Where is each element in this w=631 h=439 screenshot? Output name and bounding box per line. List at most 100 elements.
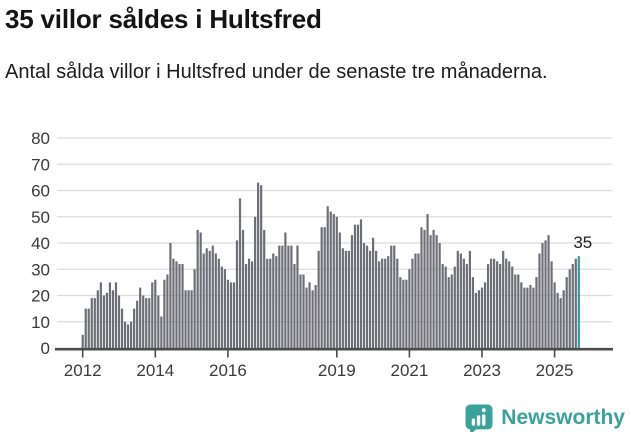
bar	[166, 274, 169, 348]
y-axis-label: 50	[31, 208, 50, 227]
x-axis-label: 2012	[64, 361, 102, 380]
bar	[387, 256, 390, 348]
bar	[314, 285, 317, 348]
bar	[562, 290, 565, 348]
bar	[471, 277, 475, 348]
bar	[529, 285, 532, 348]
bar	[151, 282, 154, 348]
bar	[99, 282, 102, 348]
bar	[347, 250, 350, 348]
bar	[538, 253, 541, 348]
bar	[477, 290, 481, 348]
y-axis-label: 0	[41, 339, 50, 358]
bar	[535, 277, 538, 348]
bar	[154, 279, 157, 348]
bar	[544, 240, 547, 348]
bar	[157, 295, 160, 348]
bar	[353, 224, 357, 348]
bar	[381, 258, 384, 348]
x-axis-label: 2023	[463, 361, 501, 380]
y-axis-label: 60	[31, 182, 50, 201]
bar	[547, 235, 550, 348]
bar	[302, 274, 305, 348]
bar	[81, 334, 84, 348]
bar	[486, 264, 490, 348]
bar	[102, 295, 105, 348]
bar	[123, 321, 127, 348]
bar	[550, 261, 553, 348]
bar	[145, 298, 148, 348]
bar	[235, 240, 239, 348]
bar	[133, 308, 136, 348]
x-axis-label: 2014	[136, 361, 174, 380]
bar	[178, 264, 181, 348]
x-axis-label: 2016	[209, 361, 247, 380]
bar	[423, 229, 426, 348]
bar	[296, 245, 299, 348]
bar	[435, 235, 438, 348]
bar	[499, 264, 502, 348]
bar	[432, 229, 435, 348]
bar	[247, 258, 251, 348]
bar	[202, 253, 205, 348]
bar	[390, 245, 393, 348]
bar	[450, 274, 453, 348]
bar	[187, 290, 190, 348]
bar	[532, 287, 535, 348]
bar	[142, 295, 145, 348]
bar	[126, 324, 130, 348]
bar	[108, 282, 112, 348]
bar	[517, 274, 520, 348]
bar	[453, 266, 456, 348]
bar	[505, 258, 508, 348]
y-axis-label: 20	[31, 287, 50, 306]
bar	[559, 298, 562, 348]
bar	[329, 211, 332, 348]
bar	[465, 264, 468, 348]
bar	[217, 258, 220, 348]
bar	[444, 266, 447, 348]
bar	[462, 258, 465, 348]
bar	[269, 258, 272, 348]
bar	[574, 258, 577, 348]
bar	[281, 245, 284, 348]
bar	[438, 243, 441, 348]
bar	[244, 264, 248, 348]
bar	[523, 287, 526, 348]
bar	[332, 214, 335, 348]
brand-logo: Newsworthy	[464, 404, 625, 432]
bar	[114, 282, 118, 348]
bar	[87, 308, 90, 348]
bar	[480, 287, 484, 348]
newsworthy-speech-bubble-bar-chart-icon	[465, 404, 493, 432]
bar	[441, 264, 444, 348]
bar	[514, 274, 517, 348]
x-axis-label: 2021	[390, 361, 428, 380]
bar	[502, 250, 505, 348]
bar	[317, 250, 320, 348]
bar	[287, 245, 290, 348]
bar	[90, 298, 93, 348]
bar	[241, 229, 245, 348]
bar	[405, 279, 408, 348]
bar	[493, 258, 496, 348]
bar	[384, 258, 387, 348]
bar	[553, 282, 556, 348]
bar	[105, 292, 108, 348]
bar	[223, 269, 226, 348]
bar	[368, 250, 372, 348]
bar	[429, 235, 432, 348]
bar	[160, 316, 163, 348]
bar	[571, 264, 574, 348]
bar	[199, 232, 202, 348]
bar	[290, 245, 293, 348]
bar	[459, 253, 462, 348]
bar	[483, 282, 487, 348]
bar	[341, 248, 344, 348]
brand-name: Newsworthy	[501, 406, 625, 429]
bar	[372, 237, 375, 348]
bar	[426, 214, 429, 348]
bar	[311, 290, 314, 348]
bar	[456, 250, 459, 348]
bar	[139, 287, 142, 348]
